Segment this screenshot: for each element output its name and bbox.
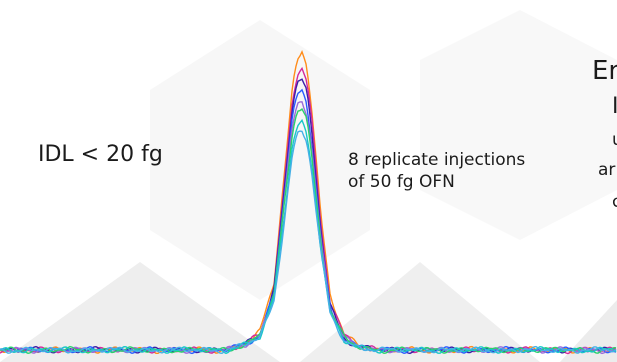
series-layer [0, 49, 617, 355]
idl-annotation: IDL < 20 fg [38, 142, 163, 167]
bg-triangle [300, 262, 540, 362]
replicate-annotation-line2: of 50 fg OFN [348, 172, 455, 192]
cropped-text-5: c [612, 192, 617, 212]
trace-line [0, 130, 617, 355]
bg-triangle [0, 262, 280, 362]
cropped-text-4: ar [598, 160, 616, 180]
cropped-text-1: En [592, 56, 617, 86]
cropped-text-2: I [612, 94, 617, 119]
bg-hexagon [150, 20, 370, 300]
bg-hexagon [420, 10, 617, 240]
replicate-annotation-line1: 8 replicate injections [348, 150, 526, 170]
cropped-text-3: u [612, 130, 617, 150]
background-hexagons [0, 10, 617, 362]
bg-triangle [560, 300, 617, 362]
